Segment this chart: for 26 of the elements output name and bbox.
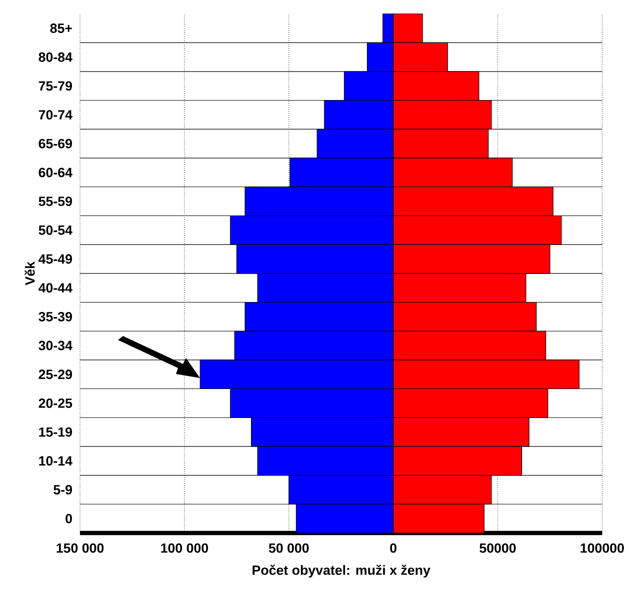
y-tick-label: 55-59 — [38, 196, 72, 206]
x-tick-label: 100000 — [580, 543, 624, 553]
x-tick-label: 50000 — [480, 543, 516, 553]
y-axis-title: Věk — [24, 262, 35, 286]
x-tick-label: 50 000 — [268, 543, 309, 553]
y-tick-label: 10-14 — [39, 456, 72, 466]
y-tick-label: 85+ — [50, 24, 72, 34]
y-tick-label: 35-39 — [38, 312, 72, 322]
y-tick-label: 40-44 — [38, 283, 72, 293]
x-axis-title: Počet obyvatel: muži x ženy — [252, 564, 430, 578]
y-tick-label: 5-9 — [54, 484, 72, 494]
y-tick-label: 25-29 — [38, 370, 72, 380]
y-tick-label: 15-19 — [39, 427, 72, 437]
y-tick-label: 75-79 — [38, 81, 72, 91]
y-tick-label: 50-54 — [38, 225, 72, 235]
y-tick-label: 45-49 — [38, 254, 72, 264]
x-tick-label: 0 — [390, 543, 396, 553]
x-tick-label: 150 000 — [56, 543, 104, 553]
y-tick-label: 65-69 — [38, 138, 72, 148]
y-tick-label: 80-84 — [38, 52, 72, 62]
y-tick-label: 60-64 — [38, 168, 72, 178]
y-tick-label: 30-34 — [38, 340, 72, 350]
x-tick-label: 100 000 — [161, 543, 208, 553]
y-tick-label: 70-74 — [38, 110, 72, 120]
y-tick-label: 20-25 — [38, 398, 72, 408]
y-tick-label: 0 — [66, 514, 72, 524]
